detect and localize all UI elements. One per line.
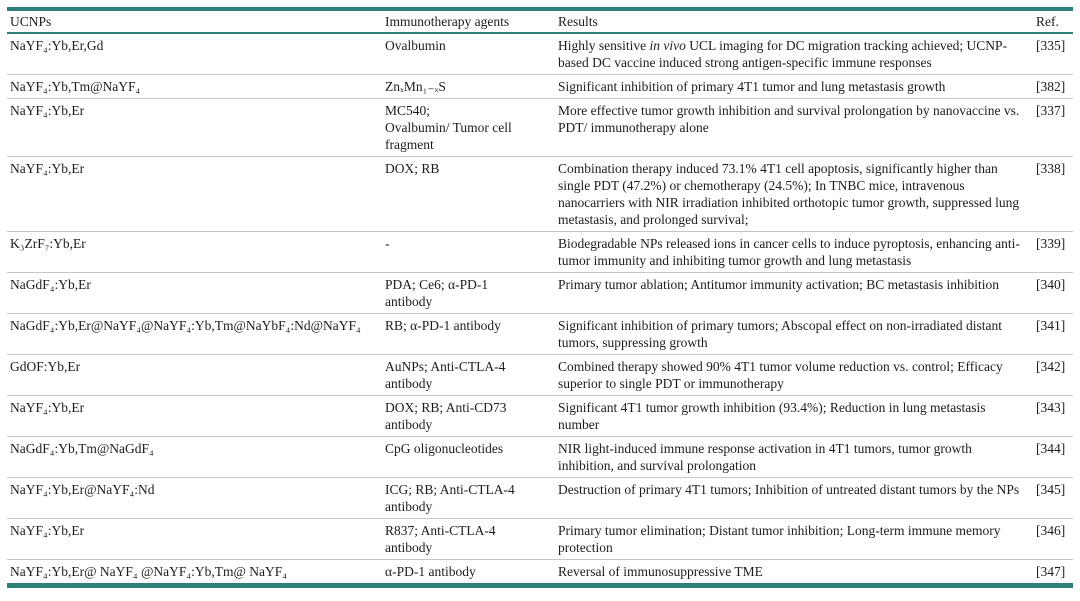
results-cell: Biodegradable NPs released ions in cance… — [558, 236, 1020, 268]
ref-cell: [340] — [1036, 277, 1066, 292]
results-cell: Combined therapy showed 90% 4T1 tumor vo… — [558, 359, 1003, 391]
agents-cell: RB; α-PD-1 antibody — [385, 318, 501, 333]
results-cell: More effective tumor growth inhibition a… — [558, 103, 1020, 135]
table-header: UCNPs Immunotherapy agents Results Ref. — [7, 9, 1073, 34]
table-row: K₃ZrF₇:Yb,Er - Biodegradable NPs released … — [7, 232, 1073, 273]
agents-cell: AuNPs; Anti-CTLA-4 antibody — [385, 359, 506, 391]
agents-cell: MC540; Ovalbumin/ Tumor cell fragment — [385, 103, 512, 152]
table-container: UCNPs Immunotherapy agents Results Ref. … — [7, 7, 1073, 588]
table-row: NaYF₄:Yb,Tm@NaYF₄ ZnₓMn₁₋ₓS Significant in… — [7, 75, 1073, 99]
italic-text: in vivo — [649, 38, 686, 53]
ref-cell: [341] — [1036, 318, 1066, 333]
agents-cell: ICG; RB; Anti-CTLA-4 antibody — [385, 482, 515, 514]
ucnp-cell: K₃ZrF₇:Yb,Er — [10, 236, 86, 251]
agents-cell: PDA; Ce6; α-PD-1 antibody — [385, 277, 489, 309]
column-header-ref: Ref. — [1033, 9, 1073, 34]
table-row: NaYF₄:Yb,Er R837; Anti-CTLA-4 antibody Pri… — [7, 519, 1073, 560]
ref-cell: [344] — [1036, 441, 1066, 456]
table-row: NaYF₄:Yb,Er DOX; RB; Anti-CD73 antibody Si… — [7, 396, 1073, 437]
text-segment: UCL imaging for DC migration tracking ac… — [558, 38, 1008, 70]
column-header-immunotherapy-agents: Immunotherapy agents — [382, 9, 555, 34]
ucnp-cell: NaYF₄:Yb,Er@ NaYF₄ @NaYF₄:Yb,Tm@ NaYF₄ — [10, 564, 287, 579]
ucnp-immunotherapy-table: UCNPs Immunotherapy agents Results Ref. … — [7, 7, 1073, 588]
table-row: NaYF₄:Yb,Er MC540; Ovalbumin/ Tumor cell … — [7, 99, 1073, 157]
ref-cell: [345] — [1036, 482, 1066, 497]
ref-cell: [338] — [1036, 161, 1066, 176]
agents-cell: DOX; RB; Anti-CD73 antibody — [385, 400, 507, 432]
results-cell: Primary tumor ablation; Antitumor immuni… — [558, 277, 999, 292]
ucnp-cell: NaGdF₄:Yb,Tm@NaGdF₄ — [10, 441, 154, 456]
ucnp-cell: NaYF₄:Yb,Er@NaYF₄:Nd — [10, 482, 155, 497]
ucnp-cell: NaGdF₄:Yb,Er — [10, 277, 91, 292]
agents-cell: Ovalbumin — [385, 38, 446, 53]
table-row: NaGdF₄:Yb,Er PDA; Ce6; α-PD-1 antibody Pri… — [7, 273, 1073, 314]
agents-cell: ZnₓMn₁₋ₓS — [385, 79, 446, 94]
ucnp-cell: NaYF₄:Yb,Er — [10, 161, 85, 176]
results-cell: Significant inhibition of primary tumors… — [558, 318, 1003, 350]
ref-cell: [382] — [1036, 79, 1066, 94]
ucnp-cell: NaYF₄:Yb,Er — [10, 103, 85, 118]
column-header-results: Results — [555, 9, 1033, 34]
agents-cell: - — [385, 236, 390, 251]
ucnp-cell: NaYF₄:Yb,Er,Gd — [10, 38, 104, 53]
results-cell: Destruction of primary 4T1 tumors; Inhib… — [558, 482, 1020, 497]
ref-cell: [335] — [1036, 38, 1066, 53]
table-row: NaGdF₄:Yb,Er@NaYF₄@NaYF₄:Yb,Tm@NaYbF₄:Nd… — [7, 314, 1073, 355]
results-cell: Significant inhibition of primary 4T1 tu… — [558, 79, 946, 94]
agents-cell: DOX; RB — [385, 161, 440, 176]
table-row: NaYF₄:Yb,Er@ NaYF₄ @NaYF₄:Yb,Tm@ NaYF₄ α-… — [7, 560, 1073, 586]
text-segment: Highly sensitive — [558, 38, 650, 53]
ref-cell: [347] — [1036, 564, 1066, 579]
results-cell: Reversal of immunosuppressive TME — [558, 564, 763, 579]
results-cell: Combination therapy induced 73.1% 4T1 ce… — [558, 161, 1020, 227]
results-cell: Highly sensitive in vivo UCL imaging for… — [555, 33, 1033, 75]
table-body: NaYF₄:Yb,Er,Gd Ovalbumin Highly sensitive … — [7, 33, 1073, 586]
header-row: UCNPs Immunotherapy agents Results Ref. — [7, 9, 1073, 34]
table-row: NaYF₄:Yb,Er,Gd Ovalbumin Highly sensitive … — [7, 33, 1073, 75]
table-row: GdOF:Yb,Er AuNPs; Anti-CTLA-4 antibody Com… — [7, 355, 1073, 396]
ucnp-cell: GdOF:Yb,Er — [10, 359, 81, 374]
ref-cell: [343] — [1036, 400, 1066, 415]
agents-cell: CpG oligonucleotides — [385, 441, 504, 456]
table-row: NaYF₄:Yb,Er DOX; RB Combination therapy in… — [7, 157, 1073, 232]
results-cell: NIR light-induced immune response activa… — [558, 441, 972, 473]
ucnp-cell: NaYF₄:Yb,Er — [10, 523, 85, 538]
ref-cell: [342] — [1036, 359, 1066, 374]
ref-cell: [346] — [1036, 523, 1066, 538]
ref-cell: [337] — [1036, 103, 1066, 118]
table-row: NaGdF₄:Yb,Tm@NaGdF₄ CpG oligonucleotides N… — [7, 437, 1073, 478]
agents-cell: R837; Anti-CTLA-4 antibody — [385, 523, 496, 555]
results-cell: Significant 4T1 tumor growth inhibition … — [558, 400, 986, 432]
table-row: NaYF₄:Yb,Er@NaYF₄:Nd ICG; RB; Anti-CTLA-4… — [7, 478, 1073, 519]
ucnp-cell: NaYF₄:Yb,Er — [10, 400, 85, 415]
ucnp-cell: NaYF₄:Yb,Tm@NaYF₄ — [10, 79, 141, 94]
agents-cell: α-PD-1 antibody — [385, 564, 476, 579]
results-cell: Primary tumor elimination; Distant tumor… — [558, 523, 1001, 555]
ucnp-cell: NaGdF₄:Yb,Er@NaYF₄@NaYF₄:Yb,Tm@NaYbF₄:Nd… — [10, 318, 361, 333]
ref-cell: [339] — [1036, 236, 1066, 251]
column-header-ucnps: UCNPs — [7, 9, 382, 34]
